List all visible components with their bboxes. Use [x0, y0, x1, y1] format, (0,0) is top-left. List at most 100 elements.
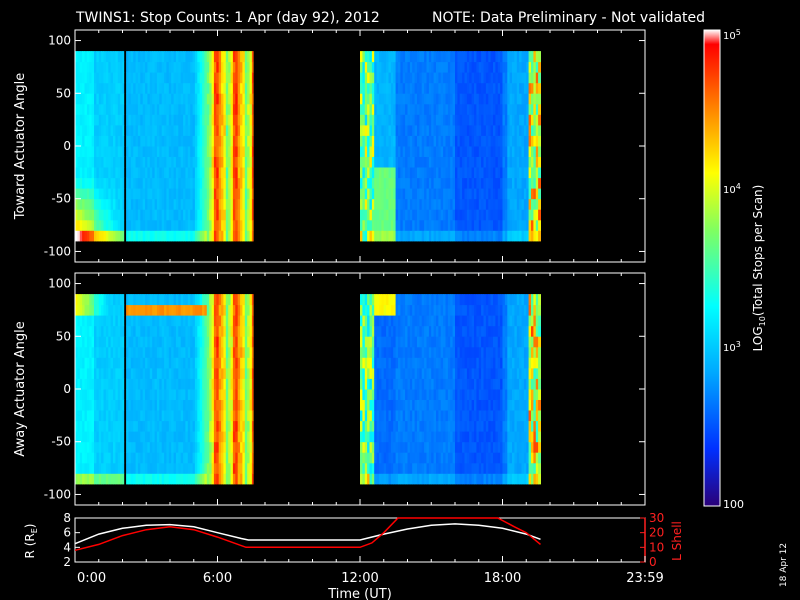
- heat-cell: [476, 177, 480, 189]
- heat-cell: [130, 82, 134, 94]
- heat-cell: [183, 336, 186, 348]
- heat-cell: [393, 399, 397, 411]
- heat-cell: [79, 72, 83, 84]
- heat-cell: [166, 177, 170, 189]
- heat-cell: [421, 209, 425, 221]
- heat-cell: [360, 378, 363, 390]
- heat-cell: [242, 177, 246, 189]
- heat-cell: [386, 367, 389, 379]
- heat-cell: [495, 51, 499, 63]
- heat-cell: [523, 93, 527, 105]
- heat-cell: [421, 452, 425, 464]
- heat-cell: [371, 188, 375, 200]
- heat-cell: [135, 177, 139, 189]
- heat-cell: [474, 230, 477, 242]
- heat-cell: [476, 198, 480, 210]
- heat-cell: [514, 167, 518, 179]
- heat-cell: [535, 219, 539, 231]
- heat-cell: [466, 61, 470, 73]
- heat-cell: [130, 431, 134, 443]
- heat-cell: [405, 420, 408, 432]
- heat-cell: [237, 114, 241, 126]
- heat-cell: [371, 336, 375, 348]
- heat-cell: [459, 146, 463, 157]
- heat-cell: [113, 315, 116, 327]
- heat-cell: [383, 61, 387, 73]
- heat-cell: [379, 452, 382, 464]
- heat-cell: [369, 93, 373, 105]
- heat-cell: [483, 167, 487, 179]
- heat-cell: [86, 367, 90, 379]
- heat-cell: [128, 378, 132, 390]
- heat-cell: [405, 378, 408, 390]
- heat-cell: [514, 51, 518, 63]
- heat-cell: [362, 336, 366, 348]
- heat-cell: [500, 51, 503, 63]
- heat-cell: [230, 473, 234, 485]
- heat-cell: [445, 452, 449, 464]
- heat-cell: [216, 410, 220, 422]
- heat-cell: [232, 473, 236, 485]
- away-heatmap: [75, 294, 541, 485]
- heat-cell: [402, 431, 406, 443]
- heat-cell: [369, 294, 373, 306]
- heat-cell: [161, 93, 165, 105]
- heat-cell: [400, 61, 404, 73]
- heat-cell: [464, 420, 468, 432]
- heat-cell: [483, 93, 487, 105]
- heat-cell: [457, 93, 461, 105]
- heat-cell: [108, 325, 112, 337]
- heat-cell: [192, 103, 196, 115]
- heat-cell: [113, 93, 116, 105]
- heat-cell: [130, 462, 134, 474]
- heat-cell: [194, 294, 198, 306]
- heat-cell: [500, 167, 503, 179]
- heat-cell: [79, 114, 83, 126]
- heat-cell: [459, 72, 463, 84]
- heat-cell: [379, 188, 382, 200]
- heat-cell: [483, 124, 487, 136]
- heat-cell: [79, 103, 83, 115]
- heat-cell: [183, 294, 186, 306]
- heat-cell: [509, 188, 513, 200]
- heat-cell: [523, 114, 527, 126]
- heat-cell: [133, 336, 137, 348]
- heat-cell: [424, 219, 427, 231]
- heat-cell: [142, 230, 146, 242]
- heat-cell: [376, 420, 380, 432]
- heat-cell: [445, 177, 449, 189]
- heat-cell: [464, 82, 468, 94]
- heat-cell: [204, 61, 208, 73]
- heat-cell: [459, 304, 463, 316]
- heat-cell: [438, 72, 442, 84]
- heat-cell: [367, 177, 370, 189]
- heat-cell: [421, 325, 425, 337]
- heat-cell: [240, 61, 243, 73]
- heat-cell: [431, 72, 435, 84]
- heat-cell: [469, 146, 473, 157]
- heat-cell: [374, 452, 378, 464]
- heat-cell: [135, 462, 139, 474]
- heat-cell: [225, 103, 229, 115]
- heat-cell: [247, 462, 251, 474]
- heat-cell: [466, 357, 470, 369]
- heat-cell: [414, 315, 418, 327]
- heat-cell: [426, 378, 430, 390]
- heat-cell: [133, 103, 137, 115]
- heat-cell: [471, 431, 475, 443]
- heat-cell: [199, 72, 203, 84]
- heat-cell: [75, 177, 78, 189]
- heat-cell: [474, 167, 477, 179]
- heat-cell: [77, 304, 81, 316]
- heat-cell: [115, 177, 119, 189]
- heat-cell: [362, 219, 366, 231]
- heat-cell: [383, 378, 387, 390]
- heat-cell: [431, 135, 435, 147]
- heat-cell: [374, 177, 378, 189]
- heat-cell: [183, 93, 186, 105]
- heat-cell: [130, 93, 134, 105]
- heat-cell: [469, 315, 473, 327]
- heat-cell: [152, 294, 156, 306]
- heat-cell: [232, 198, 236, 210]
- heat-cell: [147, 304, 151, 316]
